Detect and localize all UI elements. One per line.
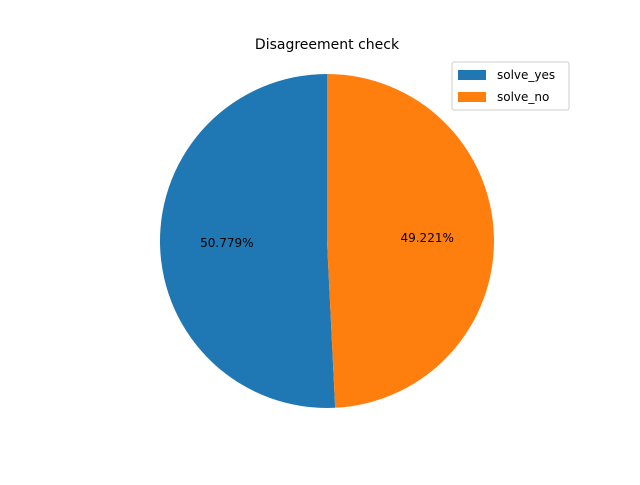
- legend-swatch: [458, 92, 486, 102]
- pie-percent-label: 49.221%: [400, 231, 453, 245]
- pie-slice-solve-yes: [160, 74, 336, 408]
- legend: solve_yes solve_no: [451, 61, 570, 111]
- legend-label: solve_yes: [497, 68, 555, 82]
- pie-percent-labels: 50.779% 49.221%: [200, 231, 454, 250]
- legend-items: solve_yes solve_no: [458, 68, 555, 104]
- legend-swatch: [458, 70, 486, 80]
- pie-slice-solve-no: [327, 74, 495, 408]
- chart-title: Disagreement check: [255, 37, 400, 53]
- pie-slices: [160, 74, 495, 408]
- pie-percent-label: 50.779%: [200, 236, 253, 250]
- legend-label: solve_no: [497, 90, 549, 104]
